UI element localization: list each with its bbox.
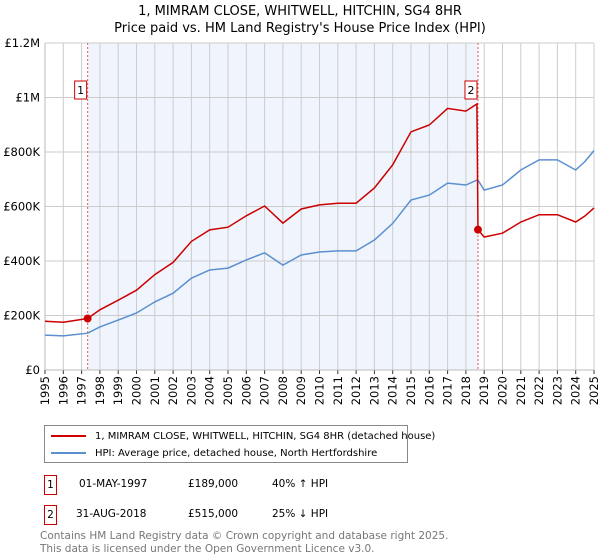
x-tick-label: 2003 [184,376,198,405]
x-tick-label: 1997 [75,376,89,405]
hpi-line [44,150,595,337]
legend-item-property: 1, MIMRAM CLOSE, WHITWELL, HITCHIN, SG4 … [45,428,435,444]
sale-label-box [464,80,478,100]
chart-subtitle: Price paid vs. HM Land Registry's House … [114,21,486,36]
x-tick-label: 2008 [276,376,290,405]
y-tick-label: £1M [15,91,40,105]
legend-label: 1, MIMRAM CLOSE, WHITWELL, HITCHIN, SG4 … [95,430,436,442]
x-tick-label: 2020 [496,376,510,405]
x-tick-label: 1996 [56,376,70,405]
legend-line-blue [51,452,86,454]
sale-point [83,314,92,323]
x-tick-label: 2019 [477,376,491,405]
y-tick-label: £200K [3,309,40,323]
x-tick-label: 2012 [349,376,363,405]
x-tick-label: 2005 [221,376,235,405]
legend-item-hpi: HPI: Average price, detached house, Nort… [45,445,377,461]
y-tick-label: £1.2M [4,36,40,50]
x-tick-label: 2024 [569,376,583,405]
x-tick-label: 2014 [386,376,400,405]
x-tick-label: 2018 [459,376,473,405]
x-tick-label: 2001 [148,376,162,405]
x-tick-label: 2000 [130,376,144,405]
x-tick-label: 2007 [258,376,272,405]
x-tick-label: 2015 [404,376,418,405]
sale-date: 01-MAY-1997 [79,478,148,490]
footer-line: Contains HM Land Registry data © Crown c… [40,530,449,542]
sale-label: 2 [467,84,474,97]
sale-price: £515,000 [188,508,239,520]
sale-badge: 1 [44,475,57,495]
x-tick-label: 2011 [331,376,345,405]
x-tick-label: 2022 [532,376,546,405]
sale-row: 1 01-MAY-1997 £189,000 40% ↑ HPI [44,475,444,495]
x-tick-label: 2009 [294,376,308,405]
footer: Contains HM Land Registry data © Crown c… [40,530,448,556]
x-tick-label: 2016 [422,376,436,405]
x-tick-label: 2010 [313,376,327,405]
x-tick-label: 2006 [239,376,253,405]
x-tick-label: 2023 [550,376,564,405]
price-line [44,102,595,324]
y-tick-label: £800K [3,145,40,159]
plot-area: 1995 1996 1997 1998 1999 2000 2001 2002 2003 2004… [3,36,600,405]
y-tick-label: £400K [3,254,40,268]
x-tick-label: 2004 [203,376,217,405]
sale-badge: 2 [44,505,57,525]
x-tick-label: 2017 [441,376,455,405]
sale-point [473,225,482,234]
sale-row: 2 31-AUG-2018 £515,000 25% ↓ HPI [44,505,444,525]
x-tick-label: 2025 [587,376,600,405]
sale-label: 1 [77,84,84,97]
x-tick-label: 1998 [93,376,107,405]
x-tick-label: 2002 [166,376,180,405]
sale-price: £189,000 [188,478,239,490]
x-tick-label: 2021 [514,376,528,405]
y-tick-label: £0 [25,363,40,377]
y-tick-label: £600K [3,200,40,214]
chart-title: 1, MIMRAM CLOSE, WHITWELL, HITCHIN, SG4 … [138,4,462,19]
footer-line: This data is licensed under the Open Gov… [40,543,375,555]
legend-line-red [51,435,86,437]
sale-hpi-diff: 40% ↑ HPI [272,478,329,490]
x-tick-label: 1995 [38,376,52,405]
legend: 1, MIMRAM CLOSE, WHITWELL, HITCHIN, SG4 … [44,425,435,463]
x-tick-label: 1999 [111,376,125,405]
sale-label-box [74,80,88,100]
legend-label: HPI: Average price, detached house, Nort… [95,447,378,459]
sale-date: 31-AUG-2018 [76,508,147,520]
x-tick-label: 2013 [367,376,381,405]
sale-hpi-diff: 25% ↓ HPI [272,508,329,520]
